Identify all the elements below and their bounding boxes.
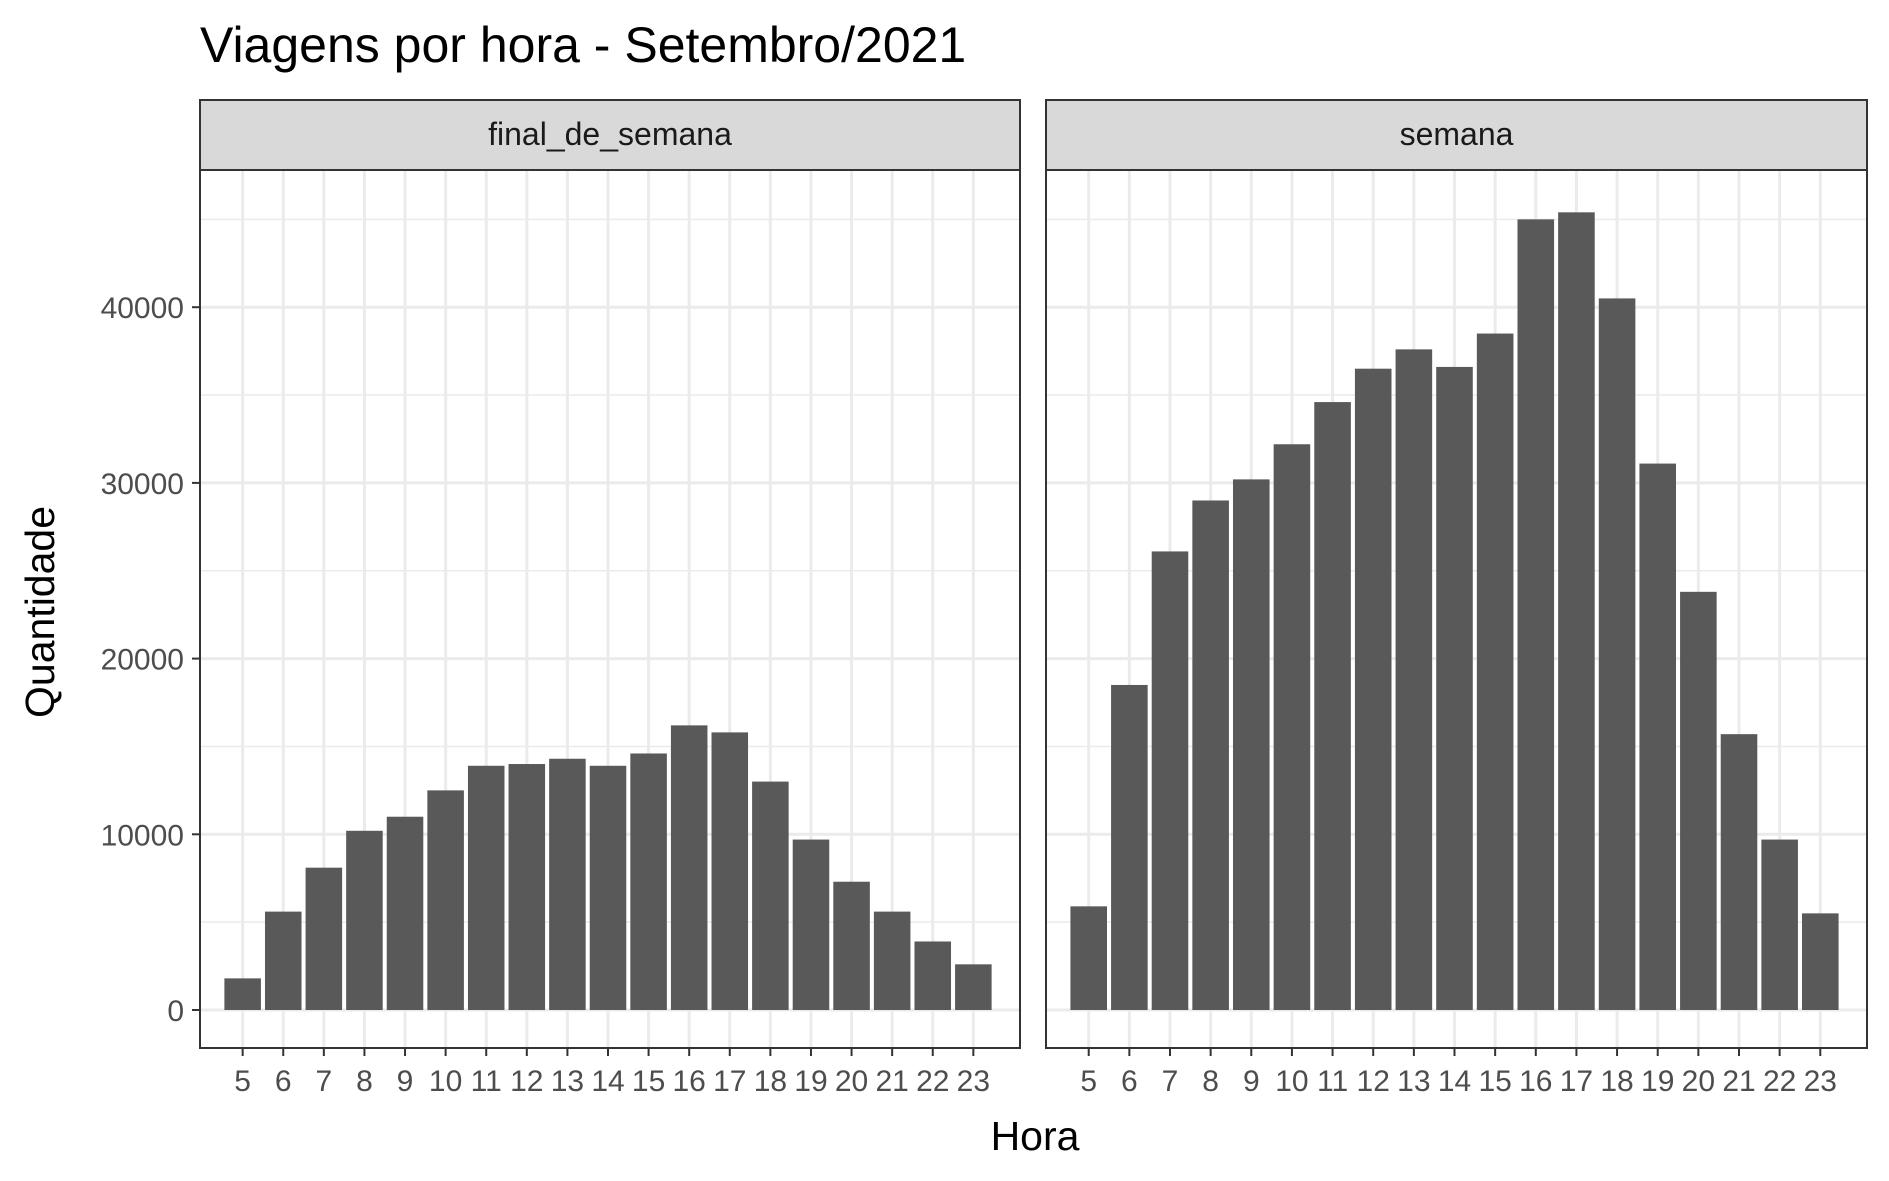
panel-0-bar-hora-20 [833, 881, 870, 1010]
panel-0-x-tick-label: 13 [551, 1065, 584, 1098]
panel-1-x-tick-label: 11 [1317, 1065, 1348, 1098]
panel-0-bar-hora-21 [873, 911, 911, 1010]
panel-1-bar-hora-5 [1070, 906, 1107, 1010]
y-tick-label: 30000 [101, 468, 184, 501]
panel-1-bar-hora-19 [1639, 463, 1677, 1010]
panel-1-x-tick-label: 20 [1682, 1065, 1715, 1098]
panel-1-bar-hora-12 [1354, 368, 1392, 1010]
panel-0-x-tick-label: 21 [875, 1065, 908, 1098]
panel-0-bar-hora-9 [386, 816, 424, 1010]
panel-1-bar-hora-16 [1517, 219, 1555, 1011]
panel-0-bar-hora-16 [670, 725, 708, 1010]
panel-0-bar-hora-5 [224, 978, 261, 1010]
panel-0-strip [199, 99, 1021, 171]
x-axis-title: Hora [991, 1113, 1080, 1159]
panel-0-x-tick-label: 5 [234, 1065, 251, 1098]
panel-1-x-tick-label: 7 [1162, 1065, 1179, 1098]
panel-0-bar-hora-17 [711, 732, 749, 1010]
panel-1-x-tick-label: 12 [1357, 1065, 1390, 1098]
panel-0-bar-hora-19 [792, 839, 830, 1010]
panel-0-bar-hora-6 [264, 911, 302, 1010]
panel-0-strip-label: final_de_semana [488, 116, 732, 152]
panel-0-bar-hora-15 [630, 753, 667, 1010]
panel-1-bar-hora-22 [1761, 839, 1798, 1010]
panel-0-x-tick-label: 12 [510, 1065, 543, 1098]
panel-1-bar-hora-13 [1395, 349, 1433, 1010]
y-tick-label: 20000 [101, 644, 184, 677]
panel-0-bar-hora-14 [589, 765, 627, 1010]
panel-0-bar-hora-13 [549, 758, 586, 1010]
panel-1-x-tick-label: 19 [1641, 1065, 1674, 1098]
panel-1-strip [1045, 99, 1868, 171]
panel-0-x-tick-label: 6 [275, 1065, 292, 1098]
panel-0-bar-hora-12 [508, 764, 546, 1010]
panel-0-bar-hora-8 [346, 830, 383, 1010]
panel-1-bar-hora-11 [1314, 402, 1351, 1010]
panel-0-x-tick-label: 9 [397, 1065, 414, 1098]
panel-1-bar-hora-8 [1192, 500, 1229, 1010]
panel-1-x-tick-label: 5 [1080, 1065, 1097, 1098]
panel-1-x-tick-label: 18 [1600, 1065, 1633, 1098]
panel-0-bar-hora-10 [427, 790, 464, 1010]
panel-0-x-tick-label: 11 [471, 1065, 502, 1098]
chart-title: Viagens por hora - Setembro/2021 [200, 17, 966, 73]
panel-0-x-tick-label: 22 [916, 1065, 949, 1098]
panel-0-x-tick-label: 7 [315, 1065, 332, 1098]
panel-0-bar-hora-18 [752, 781, 789, 1010]
panel-0-x-tick-label: 23 [957, 1065, 990, 1098]
panel-1-bar-hora-14 [1436, 366, 1473, 1010]
panel-1-bar-hora-20 [1680, 591, 1717, 1010]
panel-0-bar-hora-7 [305, 867, 343, 1010]
panel-1-bar-hora-23 [1802, 913, 1839, 1010]
panel-1-x-tick-label: 23 [1804, 1065, 1837, 1098]
panel-0-x-tick-label: 10 [429, 1065, 462, 1098]
panel-1-x-tick-label: 17 [1560, 1065, 1593, 1098]
y-tick-label: 0 [167, 995, 184, 1028]
panel-1-bar-hora-7 [1151, 551, 1189, 1010]
panel-1-strip-label: semana [1400, 116, 1514, 152]
y-tick-label: 10000 [101, 819, 184, 852]
panel-1-x-tick-label: 13 [1397, 1065, 1430, 1098]
panel-1-bar-hora-9 [1232, 479, 1270, 1010]
panel-0-bar-hora-11 [467, 765, 505, 1010]
panel-1-bar-hora-15 [1476, 333, 1514, 1010]
panel-0-x-tick-label: 14 [591, 1065, 624, 1098]
panel-0-x-tick-label: 16 [673, 1065, 706, 1098]
panel-1-x-tick-label: 22 [1763, 1065, 1796, 1098]
panel-1-bar-hora-21 [1720, 734, 1758, 1010]
panel-1-bar-hora-6 [1111, 684, 1148, 1010]
panel-1-x-tick-label: 8 [1202, 1065, 1219, 1098]
panel-0-x-tick-label: 17 [713, 1065, 746, 1098]
panel-0-bar-hora-22 [914, 941, 952, 1010]
panel-1-x-tick-label: 21 [1722, 1065, 1755, 1098]
panel-1-x-tick-label: 15 [1478, 1065, 1511, 1098]
y-axis-title: Quantidade [17, 506, 63, 718]
panel-1-x-tick-label: 6 [1121, 1065, 1138, 1098]
panel-1-x-tick-label: 14 [1438, 1065, 1471, 1098]
panel-0-x-tick-label: 20 [835, 1065, 868, 1098]
panel-1-bar-hora-10 [1273, 444, 1311, 1011]
panel-0-x-tick-label: 18 [754, 1065, 787, 1098]
panel-0-x-tick-label: 15 [632, 1065, 665, 1098]
panel-0-x-tick-label: 19 [794, 1065, 827, 1098]
panel-1-x-tick-label: 10 [1275, 1065, 1308, 1098]
panel-0-bar-hora-23 [955, 964, 992, 1010]
panel-1-x-tick-label: 9 [1243, 1065, 1260, 1098]
panel-1-bar-hora-17 [1558, 212, 1595, 1010]
panel-0-x-tick-label: 8 [356, 1065, 373, 1098]
panel-1-bar-hora-18 [1598, 298, 1636, 1010]
panel-1-x-tick-label: 16 [1519, 1065, 1552, 1098]
y-tick-label: 40000 [101, 292, 184, 325]
